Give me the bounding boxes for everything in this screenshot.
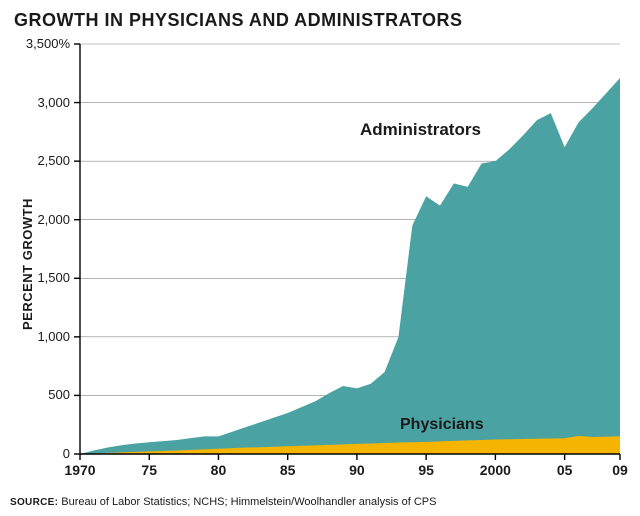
series-label-physicians: Physicians [400,416,484,434]
x-tick: 09 [602,462,638,478]
source-line: SOURCE: Bureau of Labor Statistics; NCHS… [10,496,436,508]
chart-container: { "title": { "text": "GROWTH IN PHYSICIA… [0,0,640,516]
series-label-administrators: Administrators [360,120,481,140]
source-text: Bureau of Labor Statistics; NCHS; Himmel… [58,496,436,508]
y-tick: 1,000 [37,329,70,344]
y-tick: 500 [48,387,70,402]
y-tick: 1,500 [37,270,70,285]
x-tick: 2000 [477,462,513,478]
y-tick: 3,500% [26,36,70,51]
y-tick: 0 [63,446,70,461]
x-tick: 85 [270,462,306,478]
chart-title: GROWTH IN PHYSICIANS AND ADMINISTRATORS [14,10,463,31]
chart-plot [80,44,620,454]
x-tick: 1970 [62,462,98,478]
x-tick: 90 [339,462,375,478]
y-tick: 2,500 [37,153,70,168]
x-tick: 95 [408,462,444,478]
y-axis-label: PERCENT GROWTH [20,198,35,330]
source-label: SOURCE: [10,497,58,508]
y-tick: 2,000 [37,212,70,227]
x-tick: 05 [547,462,583,478]
y-tick: 3,000 [37,95,70,110]
x-tick: 75 [131,462,167,478]
x-tick: 80 [200,462,236,478]
